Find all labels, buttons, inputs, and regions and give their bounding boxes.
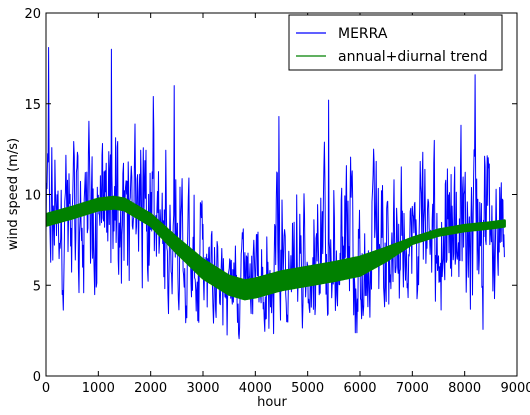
- x-tick-label: 4000: [239, 381, 272, 396]
- series-line-trend: [46, 201, 505, 291]
- plot-area: [46, 47, 506, 340]
- x-tick-label: 3000: [186, 381, 219, 396]
- y-tick-label: 5: [33, 279, 41, 294]
- series-group: [46, 47, 506, 340]
- series-line-merra: [46, 47, 505, 340]
- y-tick-label: 0: [33, 370, 41, 385]
- x-tick-label: 9000: [500, 381, 530, 396]
- x-axis-label: hour: [257, 395, 287, 410]
- x-tick-label: 0: [42, 381, 50, 396]
- legend-box: [288, 14, 503, 71]
- y-tick-label: 20: [24, 7, 41, 22]
- x-tick-label: 5000: [291, 381, 324, 396]
- legend-label-merra: MERRA: [338, 26, 388, 42]
- x-tick-label: 6000: [343, 381, 376, 396]
- x-tick-label: 7000: [396, 381, 429, 396]
- y-tick-label: 10: [24, 189, 41, 204]
- y-tick-label: 15: [24, 98, 41, 113]
- legend-label-trend: annual+diurnal trend: [338, 49, 488, 65]
- x-tick-label: 8000: [448, 381, 481, 396]
- y-axis-label: wind speed (m/s): [6, 138, 21, 250]
- x-tick-label: 2000: [134, 381, 167, 396]
- legend: MERRA annual+diurnal trend: [288, 14, 503, 71]
- x-tick-label: 1000: [82, 381, 115, 396]
